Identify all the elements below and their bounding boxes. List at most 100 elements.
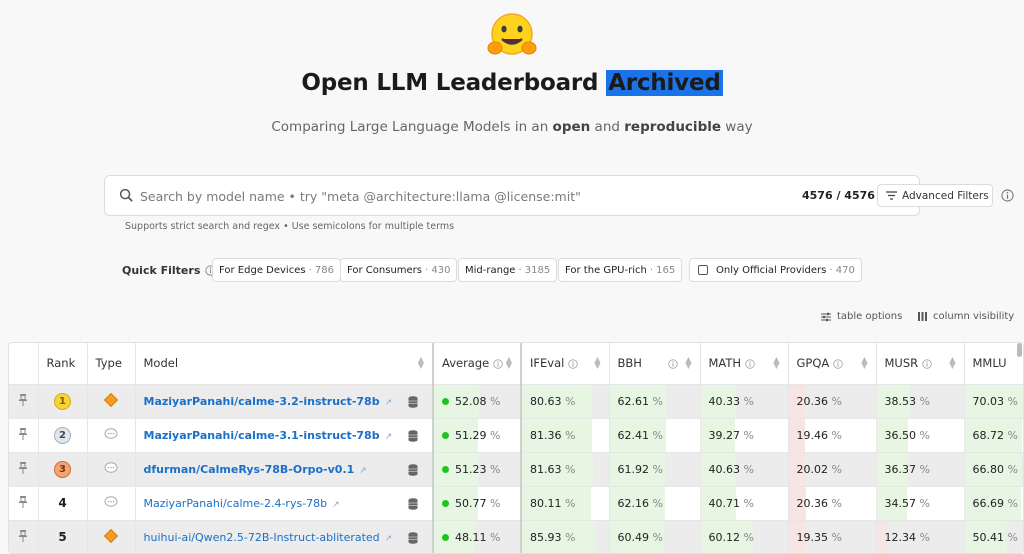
bbh-value: 60.49 (617, 530, 650, 544)
column-header-gpqa[interactable]: GPQA ▲ ▼ (788, 343, 877, 385)
model-link[interactable]: dfurman/CalmeRys-78B-Orpo-v0.1 (143, 462, 355, 476)
status-dot-icon (442, 500, 449, 507)
subtitle-reproducible: reproducible (624, 119, 722, 135)
percent-unit: % (831, 394, 842, 408)
mmlu-cell: 66.69 % (964, 486, 1023, 521)
info-icon[interactable] (745, 359, 755, 369)
pin-cell[interactable] (9, 418, 39, 453)
filter-chip-mid-range[interactable]: Mid-range · 3185 (458, 258, 558, 282)
columns-icon (918, 312, 927, 321)
database-icon[interactable] (408, 429, 418, 442)
filter-chip-gpu-rich[interactable]: For the GPU-rich · 165 (558, 258, 683, 282)
column-header-model[interactable]: Model ▲ ▼ (135, 343, 434, 385)
model-link[interactable]: MaziyarPanahi/calme-3.1-instruct-78b (143, 428, 380, 442)
score-bar (700, 486, 736, 519)
pin-icon[interactable] (18, 529, 28, 542)
column-header-math[interactable]: MATH ▲ ▼ (700, 343, 789, 385)
model-cell[interactable]: MaziyarPanahi/calme-3.2-instruct-78b ↗ (135, 384, 434, 419)
pin-cell[interactable] (9, 384, 39, 419)
database-icon[interactable] (408, 531, 418, 544)
table-row[interactable]: 5 huihui-ai/Qwen2.5-72B-Instruct-ablitera… (9, 520, 1023, 553)
column-header-musr[interactable]: MUSR ▲ ▼ (876, 343, 965, 385)
subtitle-open: open (552, 119, 591, 135)
model-link[interactable]: huihui-ai/Qwen2.5-72B-Instruct-abliterat… (143, 530, 380, 544)
score-bar (523, 452, 593, 485)
title-highlight: Archived (606, 70, 723, 96)
table-row[interactable]: 4 MaziyarPanahi/calme-2.4-rys-78b ↗ 50.77 %… (9, 486, 1023, 521)
musr-value: 12.34 (884, 530, 917, 544)
type-cell (87, 384, 136, 419)
score-bar (609, 520, 664, 553)
model-cell[interactable]: MaziyarPanahi/calme-3.1-instruct-78b ↗ (135, 418, 434, 453)
column-header-ifeval[interactable]: IFEval ▲ ▼ (520, 343, 610, 385)
table-options-button[interactable]: table options (821, 311, 902, 322)
filter-chip-official-providers[interactable]: Only Official Providers · 470 (689, 258, 862, 282)
sort-icon[interactable]: ▲ ▼ (417, 355, 424, 370)
musr-value: 38.53 (884, 394, 917, 408)
gpqa-cell: 19.35 % (788, 520, 877, 553)
model-link[interactable]: MaziyarPanahi/calme-2.4-rys-78b (143, 496, 328, 510)
sort-icon[interactable]: ▲ ▼ (861, 355, 868, 370)
database-icon[interactable] (408, 395, 418, 408)
sort-icon[interactable]: ▲ ▼ (949, 355, 956, 370)
advanced-filters-button[interactable]: Advanced Filters (877, 184, 993, 207)
database-icon[interactable] (408, 463, 418, 476)
percent-unit: % (1007, 394, 1018, 408)
column-header-rank[interactable]: Rank (38, 343, 88, 385)
info-icon[interactable] (493, 359, 503, 369)
sort-icon[interactable]: ▲ ▼ (505, 355, 512, 370)
pin-cell[interactable] (9, 520, 39, 553)
pin-icon[interactable] (18, 427, 28, 440)
database-icon[interactable] (408, 497, 418, 510)
external-link-icon[interactable]: ↗ (359, 465, 367, 476)
pin-cell[interactable] (9, 452, 39, 487)
external-link-icon[interactable]: ↗ (332, 499, 340, 510)
column-header-bbh[interactable]: BBH ▲ ▼ (609, 343, 701, 385)
search-icon (119, 188, 133, 202)
score-bar (700, 520, 753, 553)
pin-icon[interactable] (18, 393, 28, 406)
table-row[interactable]: 1 MaziyarPanahi/calme-3.2-instruct-78b ↗ 52… (9, 384, 1023, 419)
rank-number: 5 (58, 530, 67, 544)
info-icon[interactable] (922, 359, 932, 369)
average-value: 51.29 (455, 428, 487, 442)
checkbox[interactable] (698, 265, 708, 275)
percent-unit: % (490, 462, 501, 476)
info-icon[interactable] (833, 359, 843, 369)
header-label: Average (442, 356, 490, 371)
external-link-icon[interactable]: ↗ (384, 397, 393, 408)
chip-label: Mid-range (465, 264, 516, 276)
model-link[interactable]: MaziyarPanahi/calme-3.2-instruct-78b (143, 394, 380, 408)
filter-chip-consumers[interactable]: For Consumers · 430 (340, 258, 458, 282)
sort-icon[interactable]: ▲ ▼ (594, 355, 601, 370)
table-row[interactable]: 3 dfurman/CalmeRys-78B-Orpo-v0.1 ↗ 51.23 % 8… (9, 452, 1023, 487)
filter-chip-edge-devices[interactable]: For Edge Devices · 786 (212, 258, 342, 282)
info-icon[interactable] (1001, 189, 1014, 202)
pin-cell[interactable] (9, 486, 39, 521)
column-visibility-button[interactable]: column visibility (918, 311, 1014, 322)
column-header-average[interactable]: Average ▲ ▼ (432, 343, 522, 385)
math-value: 40.33 (708, 394, 741, 408)
model-cell[interactable]: MaziyarPanahi/calme-2.4-rys-78b ↗ (135, 486, 434, 521)
info-icon[interactable] (668, 359, 678, 369)
column-header-type[interactable]: Type (87, 343, 136, 385)
sort-icon[interactable]: ▲ ▼ (685, 355, 692, 370)
info-icon[interactable] (568, 359, 578, 369)
sort-icon[interactable]: ▲ ▼ (773, 355, 780, 370)
scrollbar-thumb[interactable] (1017, 343, 1022, 357)
status-dot-icon (442, 534, 449, 541)
pin-icon[interactable] (18, 495, 28, 508)
external-link-icon[interactable]: ↗ (384, 431, 393, 442)
column-header-mmlu[interactable]: MMLU (964, 343, 1023, 385)
model-cell[interactable]: huihui-ai/Qwen2.5-72B-Instruct-abliterat… (135, 520, 434, 553)
model-cell[interactable]: dfurman/CalmeRys-78B-Orpo-v0.1 ↗ (135, 452, 434, 487)
table-row[interactable]: 2 MaziyarPanahi/calme-3.1-instruct-78b ↗ 51… (9, 418, 1023, 453)
pin-icon[interactable] (18, 461, 28, 474)
silver-medal-icon: 2 (54, 426, 71, 444)
pretrained-diamond-icon (103, 528, 119, 543)
score-bar (876, 486, 907, 519)
math-cell: 39.27 % (700, 418, 789, 453)
gpqa-value: 19.46 (796, 428, 829, 442)
external-link-icon[interactable]: ↗ (384, 533, 393, 544)
search-input[interactable] (140, 184, 680, 208)
